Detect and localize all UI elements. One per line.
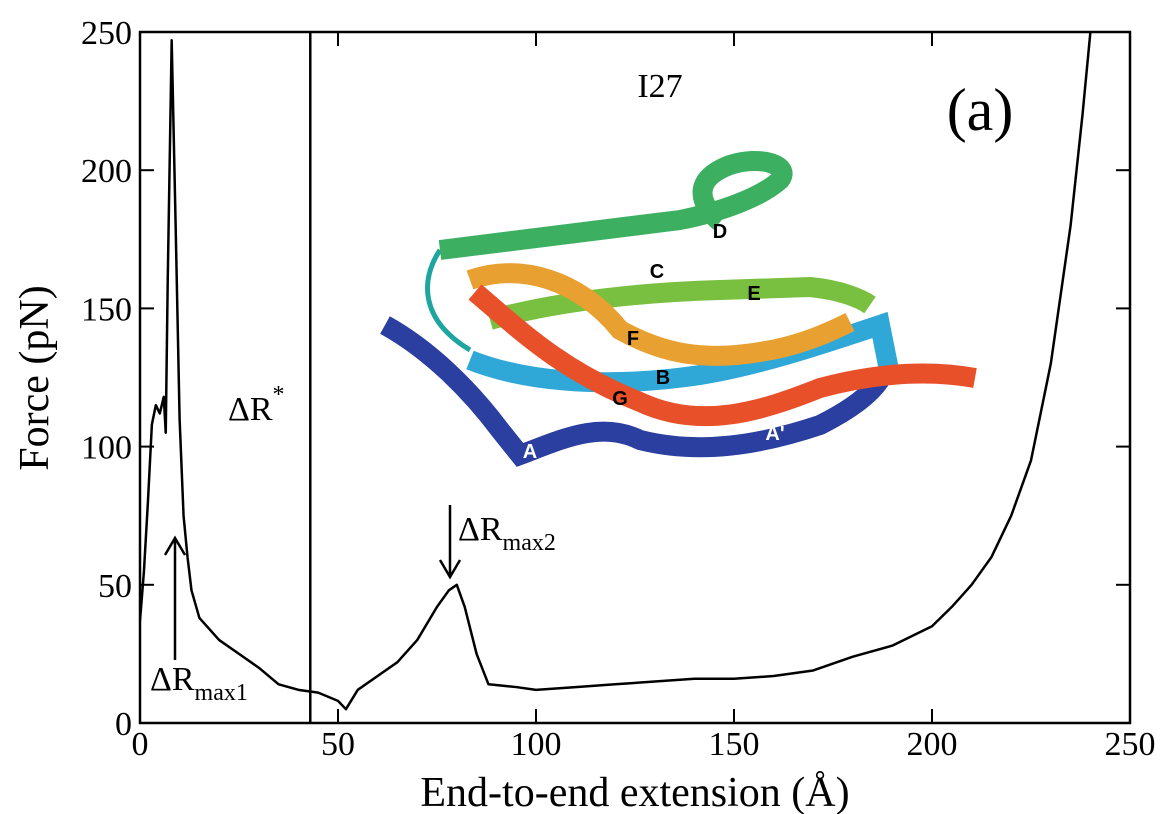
inset-label: A [523,441,537,463]
inset-label: F [627,328,639,350]
annotation-text: ΔR [150,661,195,698]
inset-label: D [713,221,727,243]
x-axis-title: End-to-end extension (Å) [420,770,849,814]
y-tick-label: 100 [81,430,132,467]
x-tick-label: 0 [132,726,149,763]
protein-inset [380,151,977,467]
arrows [163,505,462,660]
annotation: ΔR* [228,382,285,428]
annotation-text: ΔR [228,391,273,428]
y-tick-label: 0 [115,706,132,743]
x-tick-label: 150 [709,726,760,763]
annotation-sup: * [273,382,285,408]
inset-label: G [612,388,628,410]
y-axis-title: Force (pN) [12,285,58,470]
inset-label: C [650,261,664,283]
chart-title: I27 [637,68,682,105]
x-tick-label: 100 [511,726,562,763]
inset-label: E [747,283,760,305]
annotation-text: ΔR [458,511,503,548]
inset-label: B [656,367,670,389]
y-tick-label: 150 [81,291,132,328]
annotation: ΔRmax2 [458,511,556,556]
x-tick-label: 200 [907,726,958,763]
annotation-sub: max1 [195,680,248,706]
y-tick-label: 200 [81,153,132,190]
annotation: ΔRmax1 [150,661,248,706]
data-line [140,32,1092,711]
y-tick-label: 50 [98,568,132,605]
inset-label: A' [765,423,784,445]
annotation-sub: max2 [503,530,556,556]
x-tick-label: 250 [1105,726,1156,763]
panel-label: (a) [947,77,1014,143]
plot-frame [138,30,1132,725]
y-tick-label: 250 [81,15,132,52]
x-tick-label: 50 [321,726,355,763]
